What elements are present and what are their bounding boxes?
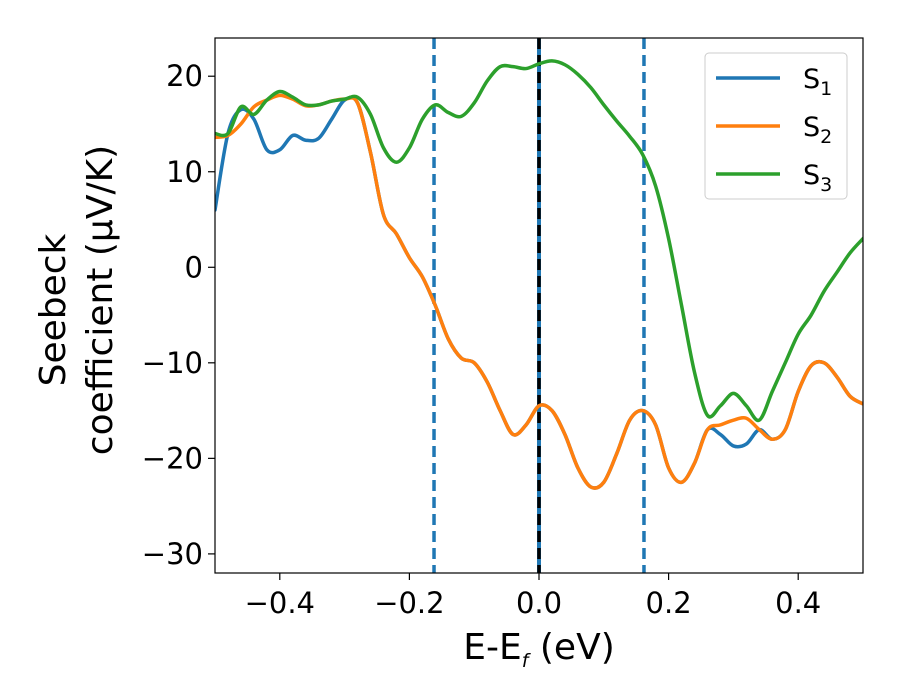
- y-tick-label: −20: [142, 441, 203, 475]
- legend-label-s2: S2: [803, 112, 832, 148]
- y-axis-label-line-2: coefficient (μV/K): [80, 145, 121, 455]
- y-tick-label: −10: [142, 346, 203, 380]
- x-axis: −0.4 −0.2 0.0 0.2 0.4: [245, 573, 821, 620]
- legend: S1 S2 S3: [704, 52, 848, 200]
- x-axis-label: E-Ef (eV): [463, 627, 615, 672]
- y-tick-label: 0: [185, 250, 203, 284]
- y-tick-label: 10: [166, 155, 203, 189]
- y-axis: 20 10 0 −10 −20 −30: [142, 59, 215, 571]
- reference-lines: [432, 38, 646, 573]
- x-tick-label: −0.4: [245, 586, 315, 620]
- y-axis-label-line-1: Seebeck: [33, 233, 74, 386]
- x-tick-label: 0.0: [516, 586, 562, 620]
- series-lines: [215, 59, 863, 490]
- y-tick-label: 20: [166, 59, 203, 93]
- y-tick-label: −30: [142, 537, 203, 571]
- series-line-s3: [215, 59, 863, 423]
- x-tick-label: 0.2: [646, 586, 692, 620]
- legend-label-s1: S1: [803, 64, 832, 100]
- x-tick-label: −0.2: [374, 586, 444, 620]
- legend-label-s3: S3: [803, 160, 832, 196]
- x-tick-label: 0.4: [775, 586, 821, 620]
